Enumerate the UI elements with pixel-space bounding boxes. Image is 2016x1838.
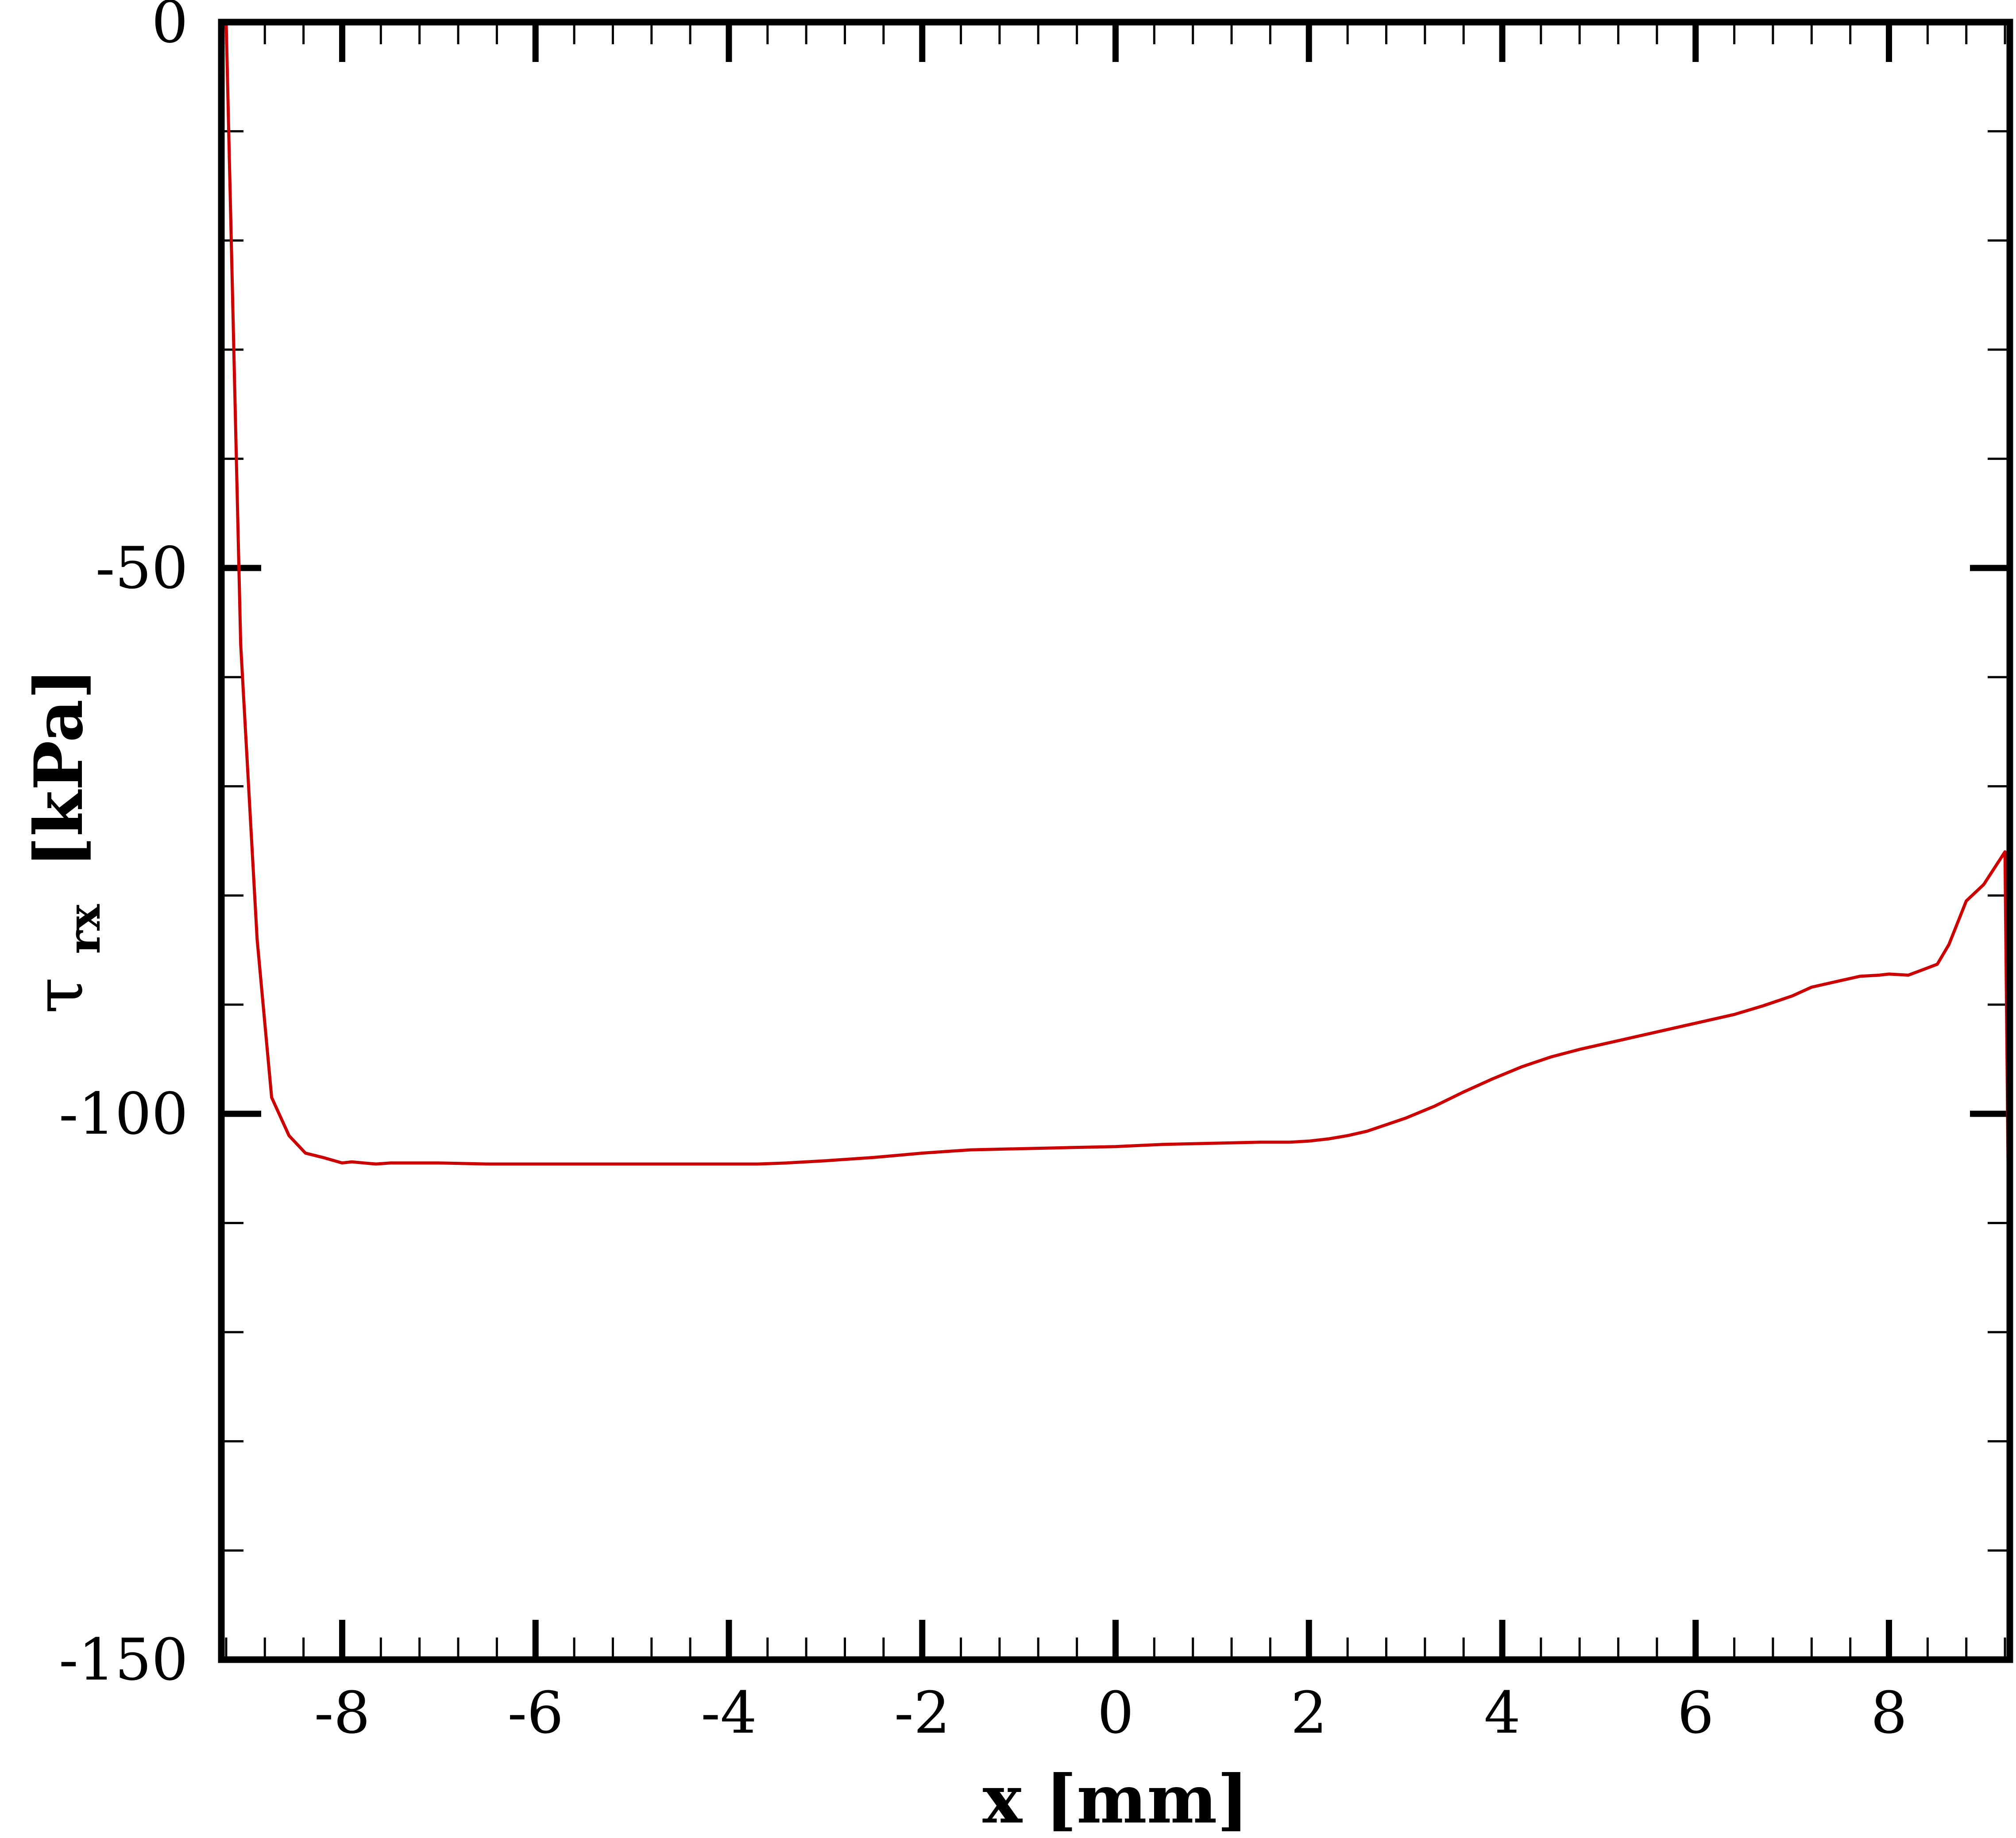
y-axis-title-unit: [kPa] (20, 668, 98, 868)
minor-ticks (221, 22, 2010, 1660)
y-axis-title: τ rx [kPa] (20, 668, 116, 1014)
x-tick-label: 6 (1677, 1679, 1714, 1746)
x-tick-label: 0 (1097, 1679, 1134, 1746)
x-axis-title: x [mm] (982, 1761, 1248, 1836)
series-line (224, 22, 2010, 1343)
plot-frame (218, 19, 2013, 1663)
y-axis-title-subscript: rx (58, 904, 110, 954)
y-axis-title-symbol: τ (21, 977, 98, 1014)
y-tick-label: 0 (151, 0, 188, 56)
x-tick-label: -8 (314, 1679, 371, 1746)
x-tick-label: 8 (1871, 1679, 1908, 1746)
x-tick-label: 2 (1290, 1679, 1327, 1746)
major-ticks (221, 19, 2010, 1663)
x-tick-label: 4 (1484, 1679, 1521, 1746)
x-tick-labels: -8 -6 -4 -2 0 2 4 6 8 (314, 1679, 1908, 1746)
y-tick-label: -50 (96, 534, 188, 601)
y-tick-label: -100 (59, 1080, 188, 1148)
y-tick-labels: 0 -50 -100 -150 (59, 0, 188, 1693)
x-tick-label: -2 (894, 1679, 950, 1746)
x-tick-label: -6 (507, 1679, 564, 1746)
x-tick-label: -4 (701, 1679, 757, 1746)
y-tick-label: -150 (59, 1626, 188, 1693)
series-layer (224, 22, 2010, 1343)
